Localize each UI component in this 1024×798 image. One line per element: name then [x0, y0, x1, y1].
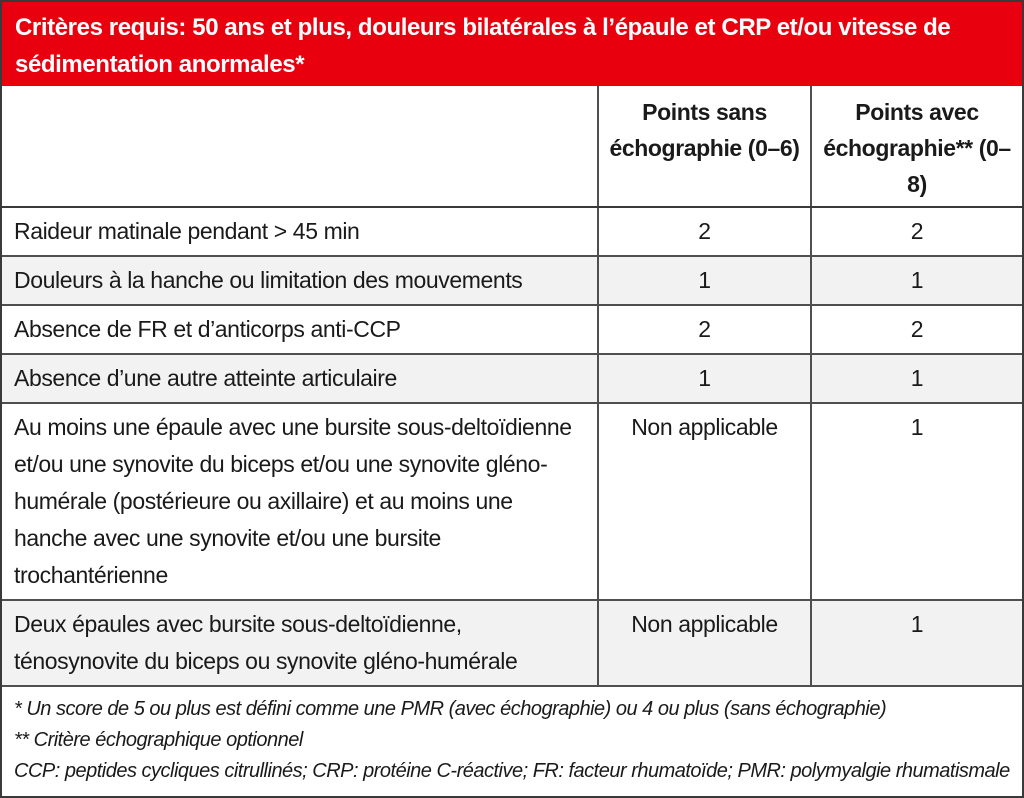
- table-row: Douleurs à la hanche ou limitation des m…: [2, 255, 1022, 306]
- points-avec-echographie-header: Points avec échographie** (0–8): [810, 86, 1022, 208]
- criterion-cell: Absence d’une autre atteinte articulaire: [2, 353, 599, 404]
- criteria-table: Points sans échographie (0–6) Points ave…: [2, 86, 1022, 687]
- points-sans-cell: Non applicable: [597, 599, 812, 687]
- criteria-table-header: Points sans échographie (0–6) Points ave…: [2, 86, 1022, 208]
- points-sans-echographie-header: Points sans échographie (0–6): [597, 86, 812, 208]
- table-row: Deux épaules avec bursite sous-deltoïdie…: [2, 599, 1022, 687]
- criterion-cell: Absence de FR et d’anticorps anti-CCP: [2, 304, 599, 355]
- points-avec-cell: 1: [810, 255, 1022, 306]
- points-sans-cell: 1: [597, 353, 812, 404]
- criterion-cell: Douleurs à la hanche ou limitation des m…: [2, 255, 599, 306]
- criterion-cell: Raideur matinale pendant > 45 min: [2, 206, 599, 257]
- points-avec-cell: 1: [810, 353, 1022, 404]
- table-row: Raideur matinale pendant > 45 min 2 2: [2, 206, 1022, 257]
- points-sans-cell: 2: [597, 206, 812, 257]
- points-sans-cell: Non applicable: [597, 402, 812, 601]
- points-sans-cell: 1: [597, 255, 812, 306]
- points-avec-cell: 2: [810, 304, 1022, 355]
- footnote-score-definition: * Un score de 5 ou plus est défini comme…: [14, 698, 887, 720]
- footnote-optional-criterion: ** Critère échographique optionnel: [14, 729, 303, 751]
- points-avec-cell: 2: [810, 206, 1022, 257]
- table-row: Au moins une épaule avec une bursite sou…: [2, 402, 1022, 601]
- footnotes: * Un score de 5 ou plus est défini comme…: [2, 687, 1022, 796]
- points-avec-cell: 1: [810, 599, 1022, 687]
- table-row: Absence de FR et d’anticorps anti-CCP 2 2: [2, 304, 1022, 355]
- criterion-column-header: [2, 86, 599, 208]
- table-row: Absence d’une autre atteinte articulaire…: [2, 353, 1022, 404]
- header-row: Points sans échographie (0–6) Points ave…: [2, 86, 1022, 208]
- points-sans-cell: 2: [597, 304, 812, 355]
- criterion-cell: Deux épaules avec bursite sous-deltoïdie…: [2, 599, 599, 687]
- points-avec-cell: 1: [810, 402, 1022, 601]
- required-criteria-banner: Critères requis: 50 ans et plus, douleur…: [2, 2, 1022, 86]
- criteria-table-body: Raideur matinale pendant > 45 min 2 2 Doule…: [2, 206, 1022, 687]
- criterion-cell: Au moins une épaule avec une bursite sou…: [2, 402, 599, 601]
- footnote-abbreviations: CCP: peptides cycliques citrullinés; CRP…: [14, 760, 1010, 782]
- required-criteria-text: Critères requis: 50 ans et plus, douleur…: [15, 14, 951, 78]
